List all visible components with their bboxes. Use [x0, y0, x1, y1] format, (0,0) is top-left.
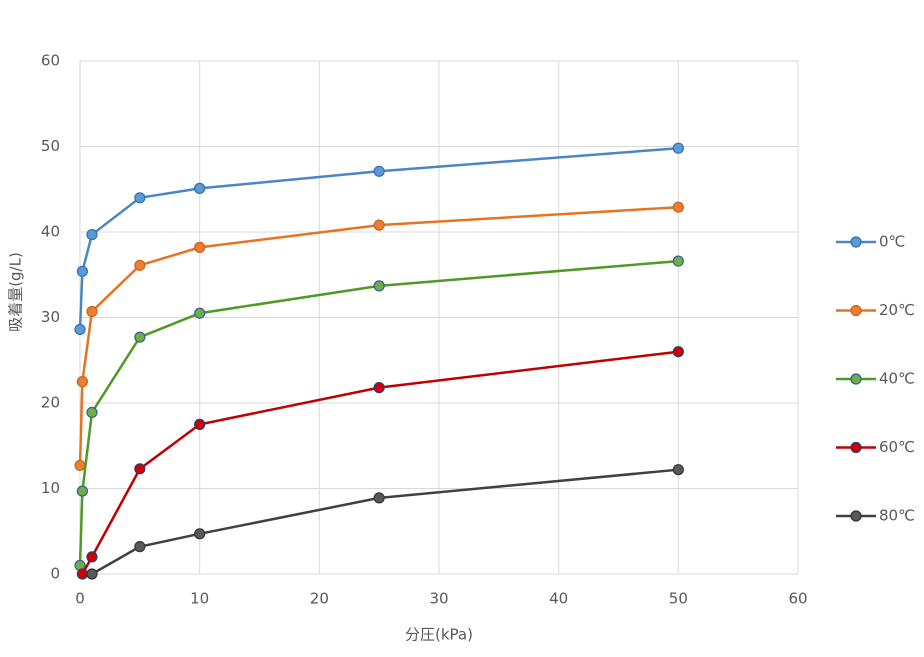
data-point: [76, 568, 88, 580]
data-point: [672, 142, 684, 154]
data-point: [672, 255, 684, 267]
y-tick-label: 50: [41, 137, 60, 155]
data-point: [74, 459, 86, 472]
series-line: [78, 259, 679, 566]
data-point: [86, 228, 98, 241]
data-point: [373, 382, 385, 394]
data-point: [194, 307, 206, 319]
series-line: [91, 468, 679, 576]
x-tick-label: 30: [429, 590, 448, 608]
data-point: [86, 305, 98, 318]
data-point: [76, 265, 88, 277]
data-point: [373, 280, 385, 292]
x-tick-label: 0: [75, 590, 85, 608]
legend-label: 40℃: [879, 370, 915, 388]
legend-marker: [850, 236, 862, 248]
y-tick-label: 60: [41, 52, 60, 70]
x-axis-label: 分圧(kPa): [405, 626, 473, 644]
y-tick-label: 20: [41, 394, 60, 412]
data-point: [194, 528, 206, 540]
legend-marker: [850, 373, 862, 385]
data-point: [86, 551, 98, 563]
data-point: [194, 182, 206, 194]
legend-label: 20℃: [879, 301, 915, 319]
data-point: [134, 259, 146, 271]
data-point: [76, 485, 88, 497]
legend-marker: [850, 304, 862, 317]
data-point: [86, 568, 98, 580]
y-tick-label: 10: [41, 479, 60, 497]
x-tick-label: 20: [310, 590, 329, 608]
data-point: [373, 219, 385, 231]
series-line: [78, 205, 679, 466]
data-point: [134, 541, 146, 553]
data-point: [134, 331, 146, 343]
data-point: [672, 464, 684, 476]
data-point: [134, 463, 146, 475]
y-tick-label: 0: [50, 565, 60, 583]
x-tick-label: 40: [549, 590, 568, 608]
data-point: [373, 492, 385, 504]
data-point: [672, 346, 684, 358]
data-point: [194, 241, 206, 253]
x-tick-label: 60: [788, 590, 807, 608]
y-tick-label: 40: [41, 223, 60, 241]
y-tick-label: 30: [41, 308, 60, 326]
y-axis-label: 吸着量(g/L): [7, 252, 25, 332]
x-tick-label: 10: [190, 590, 209, 608]
data-point: [74, 323, 86, 336]
legend-marker: [850, 510, 862, 522]
x-tick-label: 50: [669, 590, 688, 608]
legend-label: 80℃: [879, 507, 915, 525]
data-point: [134, 192, 146, 204]
data-point: [672, 201, 684, 213]
data-point: [76, 376, 88, 388]
data-point: [373, 165, 385, 177]
data-point: [194, 418, 206, 430]
legend-marker: [850, 441, 862, 454]
legend-label: 60℃: [879, 438, 915, 456]
legend-label: 0℃: [879, 233, 905, 251]
data-point: [86, 406, 98, 419]
